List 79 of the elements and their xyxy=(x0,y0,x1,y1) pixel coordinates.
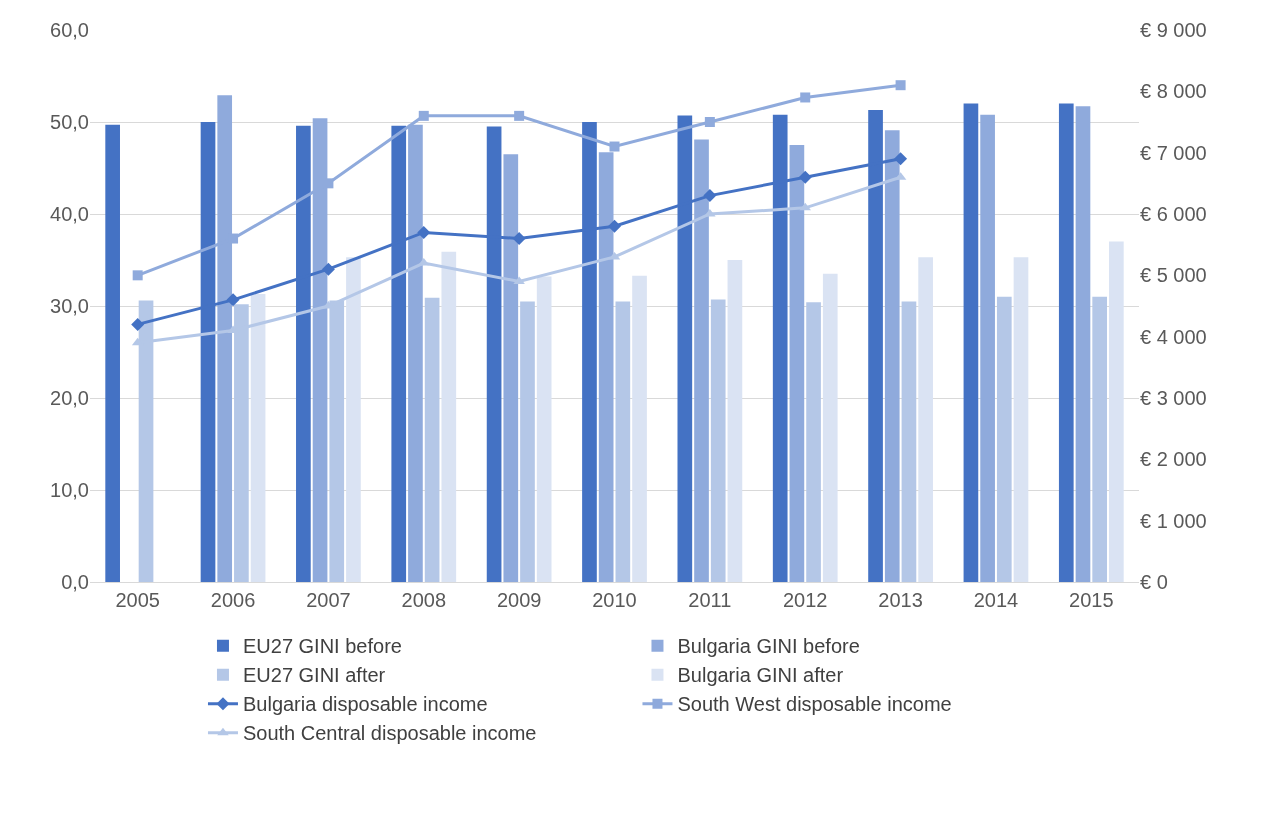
bar xyxy=(536,276,552,582)
y2-tick-label: € 1 000 xyxy=(1140,509,1207,532)
x-tick-label: 2005 xyxy=(115,589,160,611)
point xyxy=(514,110,525,121)
legend-label: South Central disposable income xyxy=(242,722,537,745)
y2-tick-label: € 9 000 xyxy=(1140,19,1207,41)
point xyxy=(609,141,620,152)
y2-tick-label: € 0 xyxy=(1140,571,1168,593)
point xyxy=(321,262,335,276)
x-tick-label: 2015 xyxy=(1069,589,1114,611)
point xyxy=(894,152,908,166)
x-tick-label: 2010 xyxy=(592,589,637,611)
point xyxy=(131,317,145,331)
legend-label: Bulgaria GINI after xyxy=(677,664,844,687)
bar xyxy=(1058,103,1074,582)
point xyxy=(512,232,526,246)
bar xyxy=(694,139,709,582)
bar xyxy=(996,296,1012,582)
x-tick-label: 2006 xyxy=(210,589,256,611)
bar xyxy=(710,299,726,582)
bar xyxy=(884,130,900,582)
y-tick-label: 10,0 xyxy=(50,479,89,501)
bar xyxy=(980,114,995,582)
bar xyxy=(615,301,631,582)
bar xyxy=(918,257,933,582)
y2-tick-label: € 8 000 xyxy=(1140,80,1207,103)
legend-label: Bulgaria GINI before xyxy=(677,635,860,658)
bar xyxy=(424,297,440,582)
point xyxy=(418,110,429,121)
y-tick-label: 50,0 xyxy=(50,111,89,133)
bar xyxy=(632,275,647,582)
point xyxy=(703,189,717,203)
legend-label: Bulgaria disposable income xyxy=(242,693,488,716)
legend-label: EU27 GINI before xyxy=(242,635,402,658)
x-tick-label: 2009 xyxy=(496,589,542,611)
x-tick-label: 2014 xyxy=(973,589,1019,611)
x-tick-label: 2013 xyxy=(878,589,923,611)
y2-tick-label: € 5 000 xyxy=(1140,264,1207,287)
bar xyxy=(1013,257,1029,582)
bar xyxy=(520,301,535,582)
bar xyxy=(250,294,266,582)
y-tick-label: 40,0 xyxy=(50,203,89,225)
y-tick-label: 60,0 xyxy=(50,19,89,41)
legend-label: EU27 GINI after xyxy=(242,664,386,687)
bar xyxy=(806,302,821,582)
point xyxy=(226,293,240,307)
y2-tick-label: € 6 000 xyxy=(1140,203,1207,225)
y-tick-label: 20,0 xyxy=(50,387,89,409)
x-tick-label: 2011 xyxy=(688,589,732,611)
y2-tick-label: € 7 000 xyxy=(1140,141,1207,164)
x-tick-label: 2008 xyxy=(401,589,447,611)
x-tick-label: 2012 xyxy=(782,589,828,611)
bar xyxy=(901,301,917,582)
bar xyxy=(105,124,120,582)
y2-tick-label: € 2 000 xyxy=(1140,448,1207,471)
bar xyxy=(822,273,838,582)
y2-tick-label: € 3 000 xyxy=(1140,387,1207,409)
bar xyxy=(1092,296,1108,582)
point xyxy=(608,219,621,233)
legend-label: South West disposable income xyxy=(677,693,952,716)
bar xyxy=(503,154,519,582)
point xyxy=(895,80,906,91)
bar xyxy=(1075,106,1091,582)
bar xyxy=(346,257,361,582)
bar xyxy=(963,103,979,582)
y-tick-label: 30,0 xyxy=(50,295,89,317)
bar xyxy=(441,251,457,582)
bar xyxy=(789,145,805,582)
x-tick-label: 2007 xyxy=(306,589,351,611)
point xyxy=(798,170,812,184)
point xyxy=(704,117,715,127)
bar xyxy=(1109,241,1124,582)
point xyxy=(132,270,143,281)
point xyxy=(799,202,811,211)
bar xyxy=(727,260,743,582)
y-tick-label: 0,0 xyxy=(61,571,89,593)
point xyxy=(800,92,811,103)
point xyxy=(417,225,431,239)
y2-tick-label: € 4 000 xyxy=(1140,325,1207,348)
